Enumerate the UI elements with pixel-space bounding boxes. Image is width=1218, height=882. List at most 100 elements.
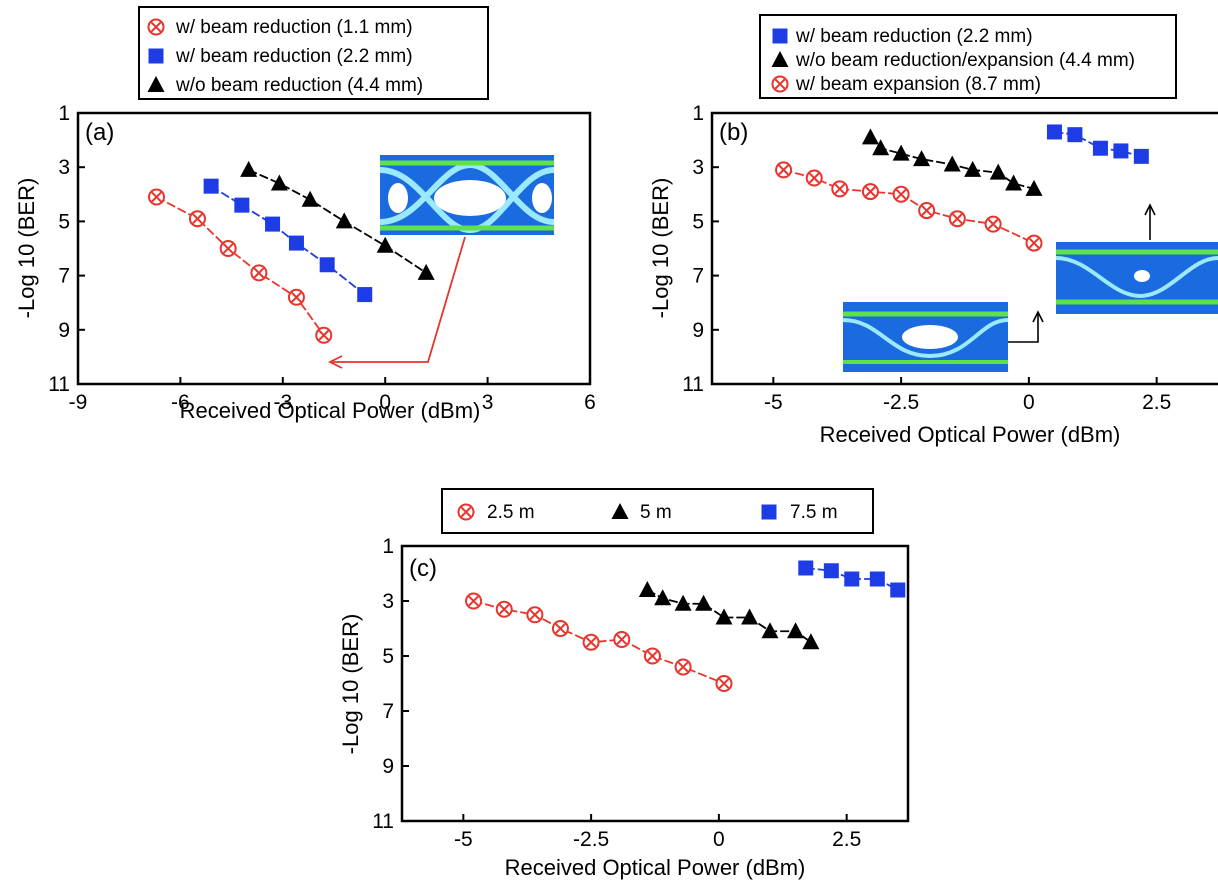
data-point bbox=[1046, 124, 1062, 140]
legend-marker-symbol bbox=[761, 504, 777, 520]
legend-marker-symbol bbox=[457, 503, 475, 521]
data-point bbox=[495, 600, 513, 618]
x-tick-label: 6 bbox=[584, 391, 596, 414]
data-point bbox=[148, 188, 166, 206]
data-point bbox=[582, 633, 600, 651]
inset-pointer-b-right bbox=[1144, 203, 1156, 240]
y-tick-label: 9 bbox=[382, 755, 394, 778]
data-point bbox=[1113, 143, 1129, 159]
y-axis-label-b: -Log 10 (BER) bbox=[648, 178, 673, 319]
legend-b-marker-1 bbox=[771, 51, 789, 67]
data-point bbox=[964, 160, 982, 177]
x-tick-label: -2.5 bbox=[883, 391, 919, 414]
panel-label-a: (a) bbox=[85, 119, 114, 146]
data-point bbox=[265, 216, 281, 232]
y-tick-label: 1 bbox=[382, 535, 394, 558]
data-point bbox=[526, 606, 544, 624]
data-point bbox=[741, 608, 759, 625]
data-point bbox=[831, 180, 849, 198]
data-point bbox=[1005, 174, 1023, 191]
y-tick-label: 1 bbox=[692, 102, 704, 125]
legend-c-label-1: 5 m bbox=[640, 502, 672, 523]
data-point bbox=[861, 128, 879, 145]
legend-c: 2.5 m 5 m 7.5 m bbox=[441, 488, 874, 534]
x-tick-label: 3 bbox=[482, 391, 494, 414]
data-point bbox=[335, 212, 353, 229]
series-line bbox=[210, 185, 366, 296]
data-point bbox=[288, 235, 304, 251]
legend-marker-symbol bbox=[771, 75, 789, 93]
data-point bbox=[943, 155, 961, 172]
data-point bbox=[918, 202, 936, 220]
data-point bbox=[872, 139, 890, 156]
x-tick-label: -9 bbox=[69, 391, 88, 414]
x-axis-label-c: Received Optical Power (dBm) bbox=[505, 855, 806, 880]
data-point bbox=[638, 581, 656, 597]
data-point bbox=[761, 622, 779, 639]
x-tick-label: 0 bbox=[1023, 391, 1035, 414]
series-b bbox=[775, 124, 1149, 252]
x-tick-label: -5 bbox=[454, 828, 473, 851]
panel-a: w/ beam reduction (1.1 mm) w/ beam reduc… bbox=[14, 6, 596, 423]
data-point bbox=[315, 326, 333, 344]
legend-a-label-1: w/ beam reduction (2.2 mm) bbox=[175, 46, 413, 67]
data-point bbox=[823, 563, 839, 579]
y-tick-label: 3 bbox=[58, 156, 70, 179]
x-tick-label: -3 bbox=[273, 391, 292, 414]
legend-b-marker-2 bbox=[771, 75, 789, 93]
data-point bbox=[1092, 140, 1108, 156]
data-point bbox=[319, 257, 335, 273]
legend-b-label-0: w/ beam reduction (2.2 mm) bbox=[795, 26, 1033, 47]
legend-b-marker-0 bbox=[772, 28, 788, 44]
data-point bbox=[1025, 234, 1043, 252]
y-tick-label: 11 bbox=[682, 373, 704, 396]
y-tick-label: 7 bbox=[58, 265, 70, 288]
data-point bbox=[417, 263, 435, 280]
y-tick-label: 5 bbox=[58, 210, 70, 233]
y-tick-label: 3 bbox=[382, 590, 394, 613]
data-point bbox=[715, 675, 733, 692]
legend-marker-symbol bbox=[148, 48, 164, 64]
data-point bbox=[892, 144, 910, 161]
data-point bbox=[357, 287, 373, 303]
x-tick-label: -6 bbox=[171, 391, 190, 414]
y-tick-label: 11 bbox=[372, 810, 394, 833]
data-point bbox=[802, 633, 820, 650]
data-point bbox=[805, 169, 823, 187]
data-point bbox=[234, 197, 250, 213]
plot-frame-a bbox=[76, 111, 592, 386]
series-line bbox=[805, 567, 899, 591]
data-point bbox=[643, 647, 661, 665]
data-point bbox=[948, 210, 966, 228]
data-point bbox=[674, 594, 692, 611]
legend-a: w/ beam reduction (1.1 mm) w/ beam reduc… bbox=[138, 6, 489, 100]
axes-c: -5 -2.5 0 2.5 1 3 5 7 9 11 bbox=[372, 535, 861, 851]
series-line bbox=[156, 196, 325, 336]
data-point bbox=[1067, 127, 1083, 143]
eye-diagram-inset-b-right bbox=[1055, 242, 1218, 314]
legend-a-marker-2 bbox=[147, 76, 165, 92]
x-tick-label: 2.5 bbox=[832, 828, 861, 851]
data-point bbox=[551, 620, 569, 637]
x-axis-label-a: Received Optical Power (dBm) bbox=[180, 398, 481, 423]
legend-c-marker-0 bbox=[457, 503, 475, 521]
y-tick-label: 9 bbox=[692, 319, 704, 342]
y-tick-label: 9 bbox=[58, 319, 70, 342]
data-point bbox=[240, 160, 258, 177]
legend-a-marker-0 bbox=[147, 18, 165, 36]
series-a bbox=[148, 160, 435, 344]
data-point bbox=[654, 589, 672, 606]
x-tick-label: 0 bbox=[713, 828, 725, 851]
panel-label-c: (c) bbox=[409, 555, 437, 582]
y-axis-label-c: -Log 10 (BER) bbox=[338, 614, 363, 755]
data-point bbox=[695, 594, 713, 611]
data-point bbox=[376, 236, 394, 253]
y-tick-label: 3 bbox=[692, 156, 704, 179]
inset-pointer-a bbox=[327, 236, 466, 369]
panel-b: w/ beam reduction (2.2 mm) w/o beam redu… bbox=[648, 14, 1218, 447]
data-point bbox=[1025, 179, 1043, 196]
data-point bbox=[775, 161, 793, 179]
data-point bbox=[892, 185, 910, 203]
legend-b-label-1: w/o beam reduction/expansion (4.4 mm) bbox=[795, 50, 1135, 71]
data-point bbox=[913, 150, 931, 167]
